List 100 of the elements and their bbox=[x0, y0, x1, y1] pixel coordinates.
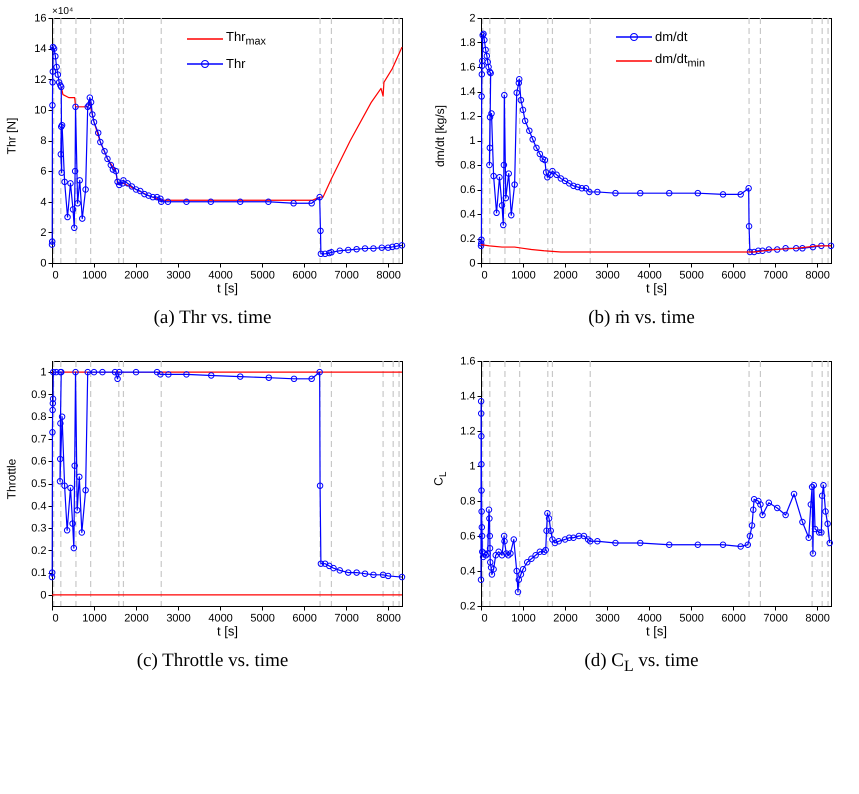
x-tick-label: 0 bbox=[482, 270, 488, 282]
point bbox=[99, 368, 106, 376]
legend-label: Thr bbox=[226, 54, 246, 73]
point bbox=[114, 376, 121, 382]
y-tick-label: 0.4 bbox=[31, 500, 46, 512]
y-tick-label: 1.6 bbox=[460, 62, 476, 74]
point bbox=[84, 368, 91, 376]
point bbox=[112, 368, 118, 376]
y-tick-label: 0.2 bbox=[460, 600, 476, 612]
legend-label: Thr$_{max}$ bbox=[226, 28, 266, 50]
text: ×10⁴ bbox=[52, 6, 74, 17]
y-tick-label: 0 bbox=[40, 589, 46, 602]
x-tick-label: 7000 bbox=[334, 270, 359, 282]
y-tick-label: 1.8 bbox=[460, 37, 476, 49]
y-tick-label: 2 bbox=[469, 12, 476, 24]
text: (c) Throttle vs. time bbox=[136, 650, 290, 672]
x-tick-label: 0 bbox=[482, 612, 488, 624]
y-tick-label: 1.2 bbox=[460, 426, 476, 438]
y-tick-label: 0.8 bbox=[31, 411, 46, 424]
x-tick-label: 2000 bbox=[553, 612, 578, 624]
point bbox=[236, 373, 244, 380]
x-axis-title: t [s] bbox=[646, 624, 667, 638]
point bbox=[72, 368, 79, 376]
point bbox=[78, 529, 86, 536]
x-tick-label: 6000 bbox=[721, 612, 746, 624]
point bbox=[90, 368, 98, 376]
y-tick-label: 0 bbox=[469, 258, 476, 270]
point bbox=[50, 368, 56, 376]
x-tick-label: 4000 bbox=[637, 270, 662, 282]
point bbox=[56, 456, 64, 462]
x-tick-label: 3000 bbox=[166, 612, 191, 624]
x-axis-title: t [s] bbox=[646, 280, 667, 296]
y-tick-label: 0 bbox=[40, 258, 46, 270]
legend-label: dm/dt$_{min}$ bbox=[655, 50, 705, 72]
point bbox=[70, 544, 78, 552]
y-tick-label: 1.2 bbox=[460, 110, 476, 122]
y-tick-label: 16 bbox=[34, 12, 46, 24]
point bbox=[49, 406, 56, 414]
x-tick-label: 0 bbox=[52, 270, 59, 282]
point bbox=[157, 371, 164, 378]
point bbox=[380, 572, 386, 578]
line-series bbox=[60, 46, 403, 201]
y-tick-label: 0.6 bbox=[31, 456, 46, 468]
x-tick-label: 5000 bbox=[679, 612, 704, 624]
x-tick-label: 6000 bbox=[292, 270, 317, 282]
text: (a) Thr vs. time bbox=[152, 307, 272, 329]
x-tick-label: 4000 bbox=[637, 612, 662, 624]
y-tick-label: 0.9 bbox=[31, 388, 46, 401]
point bbox=[52, 368, 60, 376]
point bbox=[74, 506, 80, 514]
point bbox=[308, 376, 315, 382]
point bbox=[61, 482, 68, 489]
y-tick-label: 14 bbox=[34, 43, 46, 56]
y-tick-label: 2 bbox=[40, 226, 46, 239]
point bbox=[353, 569, 360, 576]
point bbox=[49, 429, 56, 436]
y-axis-title: Thr [N] bbox=[4, 118, 18, 154]
point bbox=[326, 562, 333, 570]
point bbox=[316, 368, 323, 376]
point bbox=[322, 560, 328, 567]
x-tick-label: 2000 bbox=[124, 270, 149, 282]
point bbox=[132, 368, 140, 376]
point bbox=[208, 372, 214, 379]
x-tick-label: 5000 bbox=[250, 270, 275, 282]
point bbox=[316, 482, 324, 489]
x-tick-label: 8000 bbox=[376, 270, 401, 282]
y-tick-label: 0.8 bbox=[460, 496, 476, 508]
x-tick-label: 1000 bbox=[511, 270, 536, 282]
x-tick-label: 1000 bbox=[511, 612, 536, 624]
point bbox=[57, 420, 64, 427]
point bbox=[154, 368, 160, 376]
x-tick-label: 0 bbox=[52, 612, 59, 624]
point bbox=[116, 368, 122, 376]
y-tick-label: 4 bbox=[40, 196, 46, 208]
point bbox=[318, 560, 324, 567]
point bbox=[336, 567, 344, 574]
x-axis-title: t [s] bbox=[217, 624, 238, 638]
point bbox=[183, 371, 190, 378]
x-tick-label: 3000 bbox=[595, 612, 620, 624]
point bbox=[69, 520, 76, 527]
x-tick-label: 6000 bbox=[721, 270, 746, 282]
y-axis-title: dm/dt [kg/s] bbox=[433, 104, 447, 168]
x-tick-label: 6000 bbox=[292, 612, 317, 624]
text: (b) ṁ vs. time bbox=[587, 307, 696, 329]
y-tick-label: 0.6 bbox=[460, 530, 476, 542]
line-series bbox=[480, 244, 832, 253]
legend-label: dm/dt bbox=[655, 28, 688, 46]
x-tick-label: 5000 bbox=[250, 612, 275, 624]
y-tick-label: 10 bbox=[34, 104, 46, 116]
point bbox=[266, 374, 272, 381]
y-tick-label: 0.2 bbox=[460, 233, 476, 245]
y-tick-label: 1 bbox=[469, 460, 476, 472]
y-tick-label: 1.4 bbox=[460, 390, 476, 402]
text: (d) C$_{L}$ vs. time bbox=[583, 650, 700, 676]
point bbox=[71, 462, 78, 469]
x-tick-label: 4000 bbox=[208, 612, 233, 624]
point bbox=[362, 570, 368, 577]
point bbox=[344, 569, 352, 576]
point bbox=[58, 413, 66, 420]
point bbox=[82, 486, 89, 494]
